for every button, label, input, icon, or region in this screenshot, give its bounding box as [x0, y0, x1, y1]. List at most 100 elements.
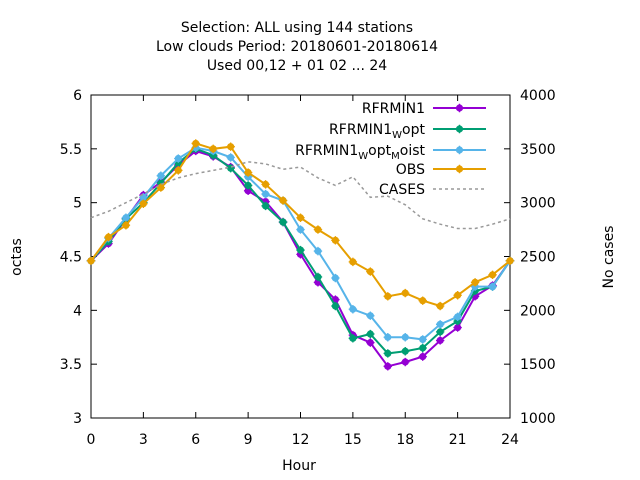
data-point: [455, 124, 464, 134]
data-point-cross: [313, 246, 323, 256]
y-tick-label: 5: [73, 196, 82, 212]
data-point: [453, 323, 462, 332]
data-point: [418, 352, 427, 361]
x-tick-label: 24: [501, 432, 519, 448]
data-point-cross: [191, 139, 200, 148]
data-point: [243, 168, 253, 177]
data-point-cross: [383, 333, 392, 342]
data-point: [383, 349, 392, 358]
data-point-cross: [261, 201, 270, 211]
data-point-cross: [139, 199, 148, 208]
legend-entry: OBS: [396, 162, 486, 178]
data-point: [348, 257, 358, 267]
data-point: [121, 221, 131, 230]
x-tick-label: 6: [191, 432, 200, 448]
data-point: [488, 270, 497, 280]
data-point: [418, 343, 427, 353]
legend-entry: RFRMIN1Wopt: [329, 122, 486, 141]
data-point: [209, 144, 218, 154]
data-point: [278, 196, 288, 205]
data-point: [366, 311, 375, 320]
data-point-cross: [418, 343, 427, 353]
data-point-cross: [470, 278, 480, 287]
x-tick-label: 3: [139, 432, 148, 448]
legend-label: OBS: [396, 162, 425, 178]
legend-label-part: RFRMIN1: [362, 101, 425, 117]
x-tick-label: 15: [344, 432, 362, 448]
chart-title-line-1: Selection: ALL using 144 stations: [181, 20, 413, 36]
data-point: [505, 256, 515, 266]
data-point: [470, 292, 480, 301]
data-point-cross: [278, 196, 288, 205]
data-point: [401, 357, 410, 367]
data-point-cross: [348, 334, 358, 343]
series-line: [90, 146, 511, 341]
data-point-cross: [104, 232, 113, 242]
data-point-cross: [453, 291, 462, 300]
data-point: [366, 338, 375, 347]
data-point-cross: [453, 312, 462, 321]
data-point: [418, 296, 427, 305]
legend-label-part: W: [358, 151, 368, 162]
series-rfrmin1-wopt-moist: [86, 143, 515, 344]
data-point: [383, 333, 392, 342]
data-point: [366, 267, 375, 276]
y-tick-label: 5.5: [60, 142, 82, 158]
data-point-cross: [261, 180, 270, 189]
data-point-cross: [121, 213, 131, 222]
data-point: [488, 282, 497, 291]
data-point-cross: [243, 168, 253, 177]
data-point: [401, 288, 410, 298]
data-point: [348, 305, 358, 314]
data-point-cross: [331, 236, 340, 245]
series-line: [90, 142, 511, 308]
legend-label-part: CASES: [379, 182, 425, 198]
data-point-cross: [331, 273, 340, 283]
x-tick-label: 0: [87, 432, 96, 448]
data-point-cross: [505, 256, 515, 266]
data-point: [435, 327, 445, 337]
data-point: [313, 246, 323, 256]
data-point: [313, 272, 323, 282]
data-point: [156, 183, 166, 192]
legend-label-part: opt: [402, 122, 425, 138]
series-rfrmin1-wopt: [86, 144, 515, 358]
legend-label-part: RFRMIN1: [295, 143, 358, 159]
data-point-cross: [313, 272, 323, 282]
data-point-cross: [296, 213, 305, 222]
data-point: [383, 362, 392, 371]
chart-title-line-3: Used 00,12 + 01 02 ... 24: [207, 58, 387, 74]
y-tick-label: 4.5: [60, 250, 82, 266]
data-point: [331, 236, 340, 245]
legend-label-part: M: [391, 151, 400, 162]
x-tick-label: 12: [292, 432, 310, 448]
legend-entry: RFRMIN1: [362, 101, 486, 117]
data-point-cross: [261, 189, 270, 199]
data-point-cross: [383, 349, 392, 358]
data-point: [455, 164, 464, 174]
legend-label: CASES: [379, 182, 425, 198]
data-point-cross: [331, 301, 340, 311]
data-point-cross: [455, 103, 464, 113]
data-point: [455, 103, 464, 113]
legend-label-part: oist: [400, 143, 426, 159]
data-point-cross: [435, 327, 445, 337]
data-point-cross: [366, 311, 375, 320]
data-point-cross: [226, 153, 235, 162]
data-point: [331, 301, 340, 311]
legend: RFRMIN1RFRMIN1WoptRFRMIN1WoptMoistOBSCAS…: [295, 101, 486, 198]
data-point-cross: [366, 329, 375, 339]
data-point: [453, 312, 462, 321]
data-point: [104, 232, 113, 242]
y2-tick-label: 2000: [520, 303, 556, 319]
series-cases: [90, 161, 511, 230]
data-point-cross: [348, 257, 358, 267]
data-point: [401, 333, 410, 342]
data-point-cross: [278, 217, 288, 227]
data-point-cross: [383, 292, 392, 301]
legend-label: RFRMIN1: [362, 101, 425, 117]
data-point-cross: [435, 320, 445, 329]
data-point-cross: [418, 352, 427, 361]
data-point-cross: [401, 288, 410, 298]
data-point: [278, 217, 288, 227]
